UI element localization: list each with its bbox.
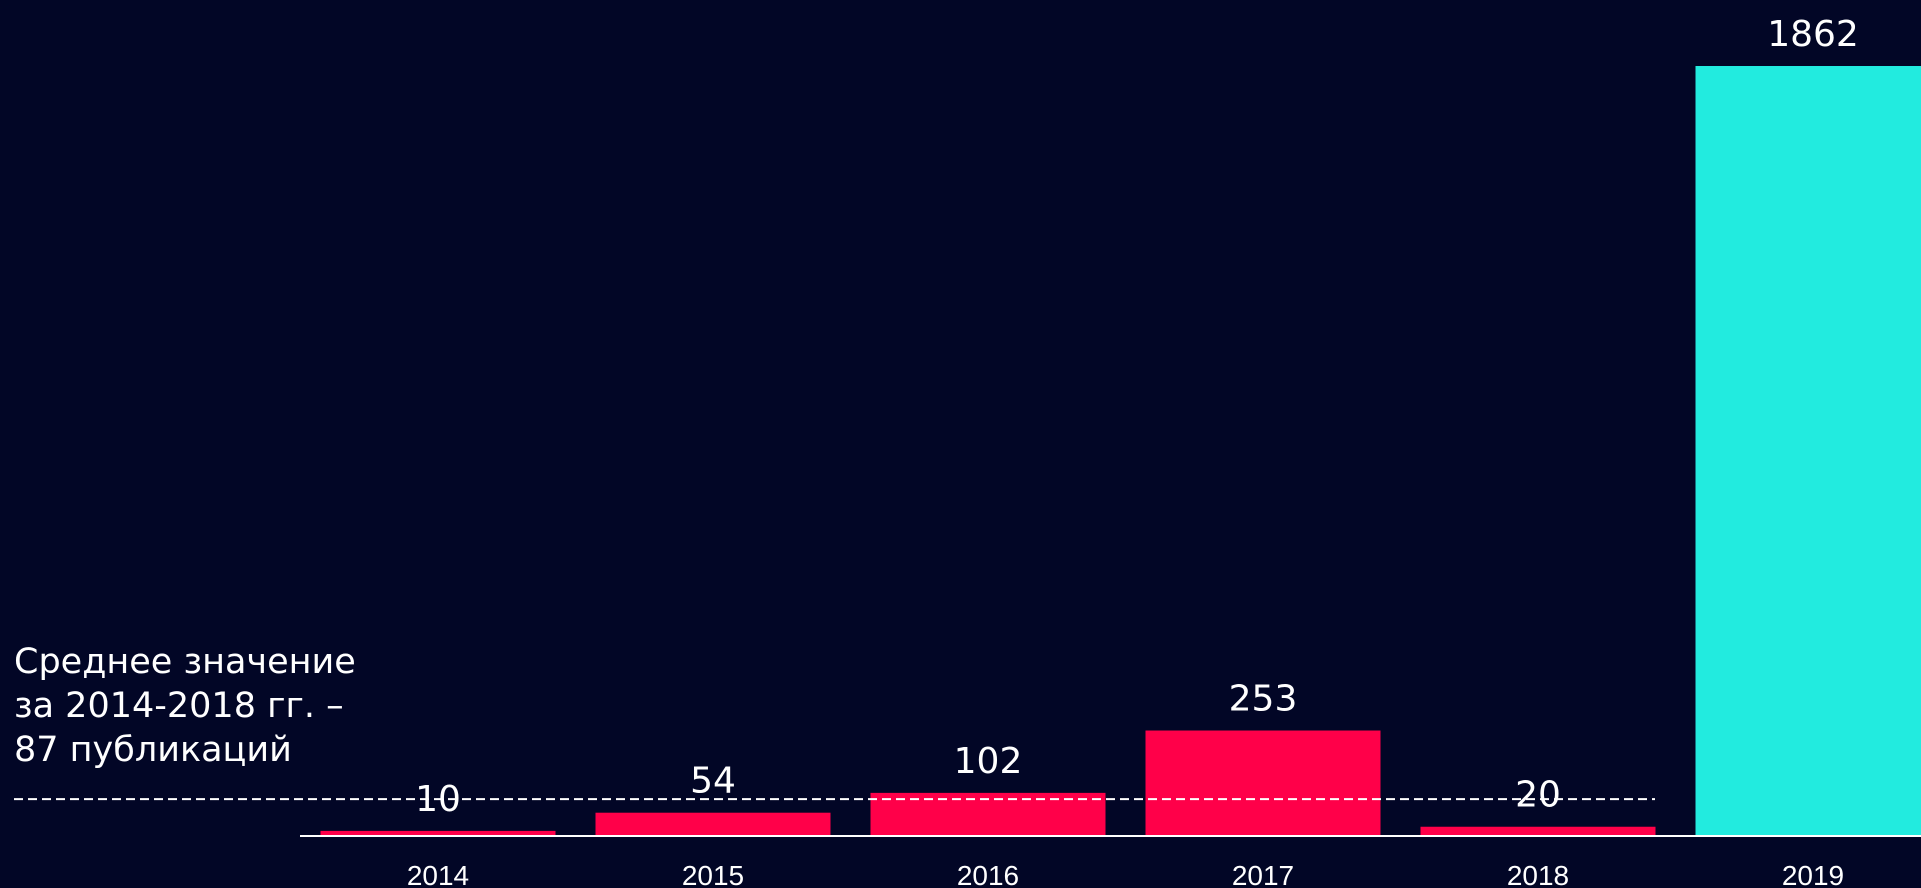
value-labels-layer: 10 54 102 253 20 1862 bbox=[415, 14, 1859, 820]
bar-2018 bbox=[1420, 826, 1656, 835]
x-tick-2019: 2019 bbox=[1782, 860, 1844, 888]
annotation-line-3: 87 публикаций bbox=[14, 730, 292, 770]
x-tick-2018: 2018 bbox=[1507, 860, 1569, 888]
value-label-2015: 54 bbox=[690, 761, 736, 802]
annotation-line-2: за 2014-2018 гг. – bbox=[14, 686, 344, 726]
bars-layer bbox=[320, 66, 1921, 835]
x-tick-2016: 2016 bbox=[957, 860, 1019, 888]
x-tick-2017: 2017 bbox=[1232, 860, 1294, 888]
bar-2015 bbox=[595, 812, 831, 835]
value-label-2014: 10 bbox=[415, 779, 461, 820]
x-tick-2014: 2014 bbox=[407, 860, 469, 888]
x-tick-2015: 2015 bbox=[682, 860, 744, 888]
value-label-2016: 102 bbox=[954, 741, 1023, 782]
bar-2019 bbox=[1695, 66, 1921, 835]
value-label-2018: 20 bbox=[1515, 775, 1561, 816]
bar-2014 bbox=[320, 830, 556, 835]
value-label-2017: 253 bbox=[1229, 679, 1298, 720]
value-label-2019: 1862 bbox=[1767, 14, 1859, 55]
annotation-line-1: Среднее значение bbox=[14, 642, 356, 682]
bar-2017 bbox=[1145, 730, 1381, 835]
x-tick-labels-layer: 2014 2015 2016 2017 2018 2019 bbox=[407, 860, 1844, 888]
average-annotation: Среднее значение за 2014-2018 гг. – 87 п… bbox=[14, 640, 394, 772]
